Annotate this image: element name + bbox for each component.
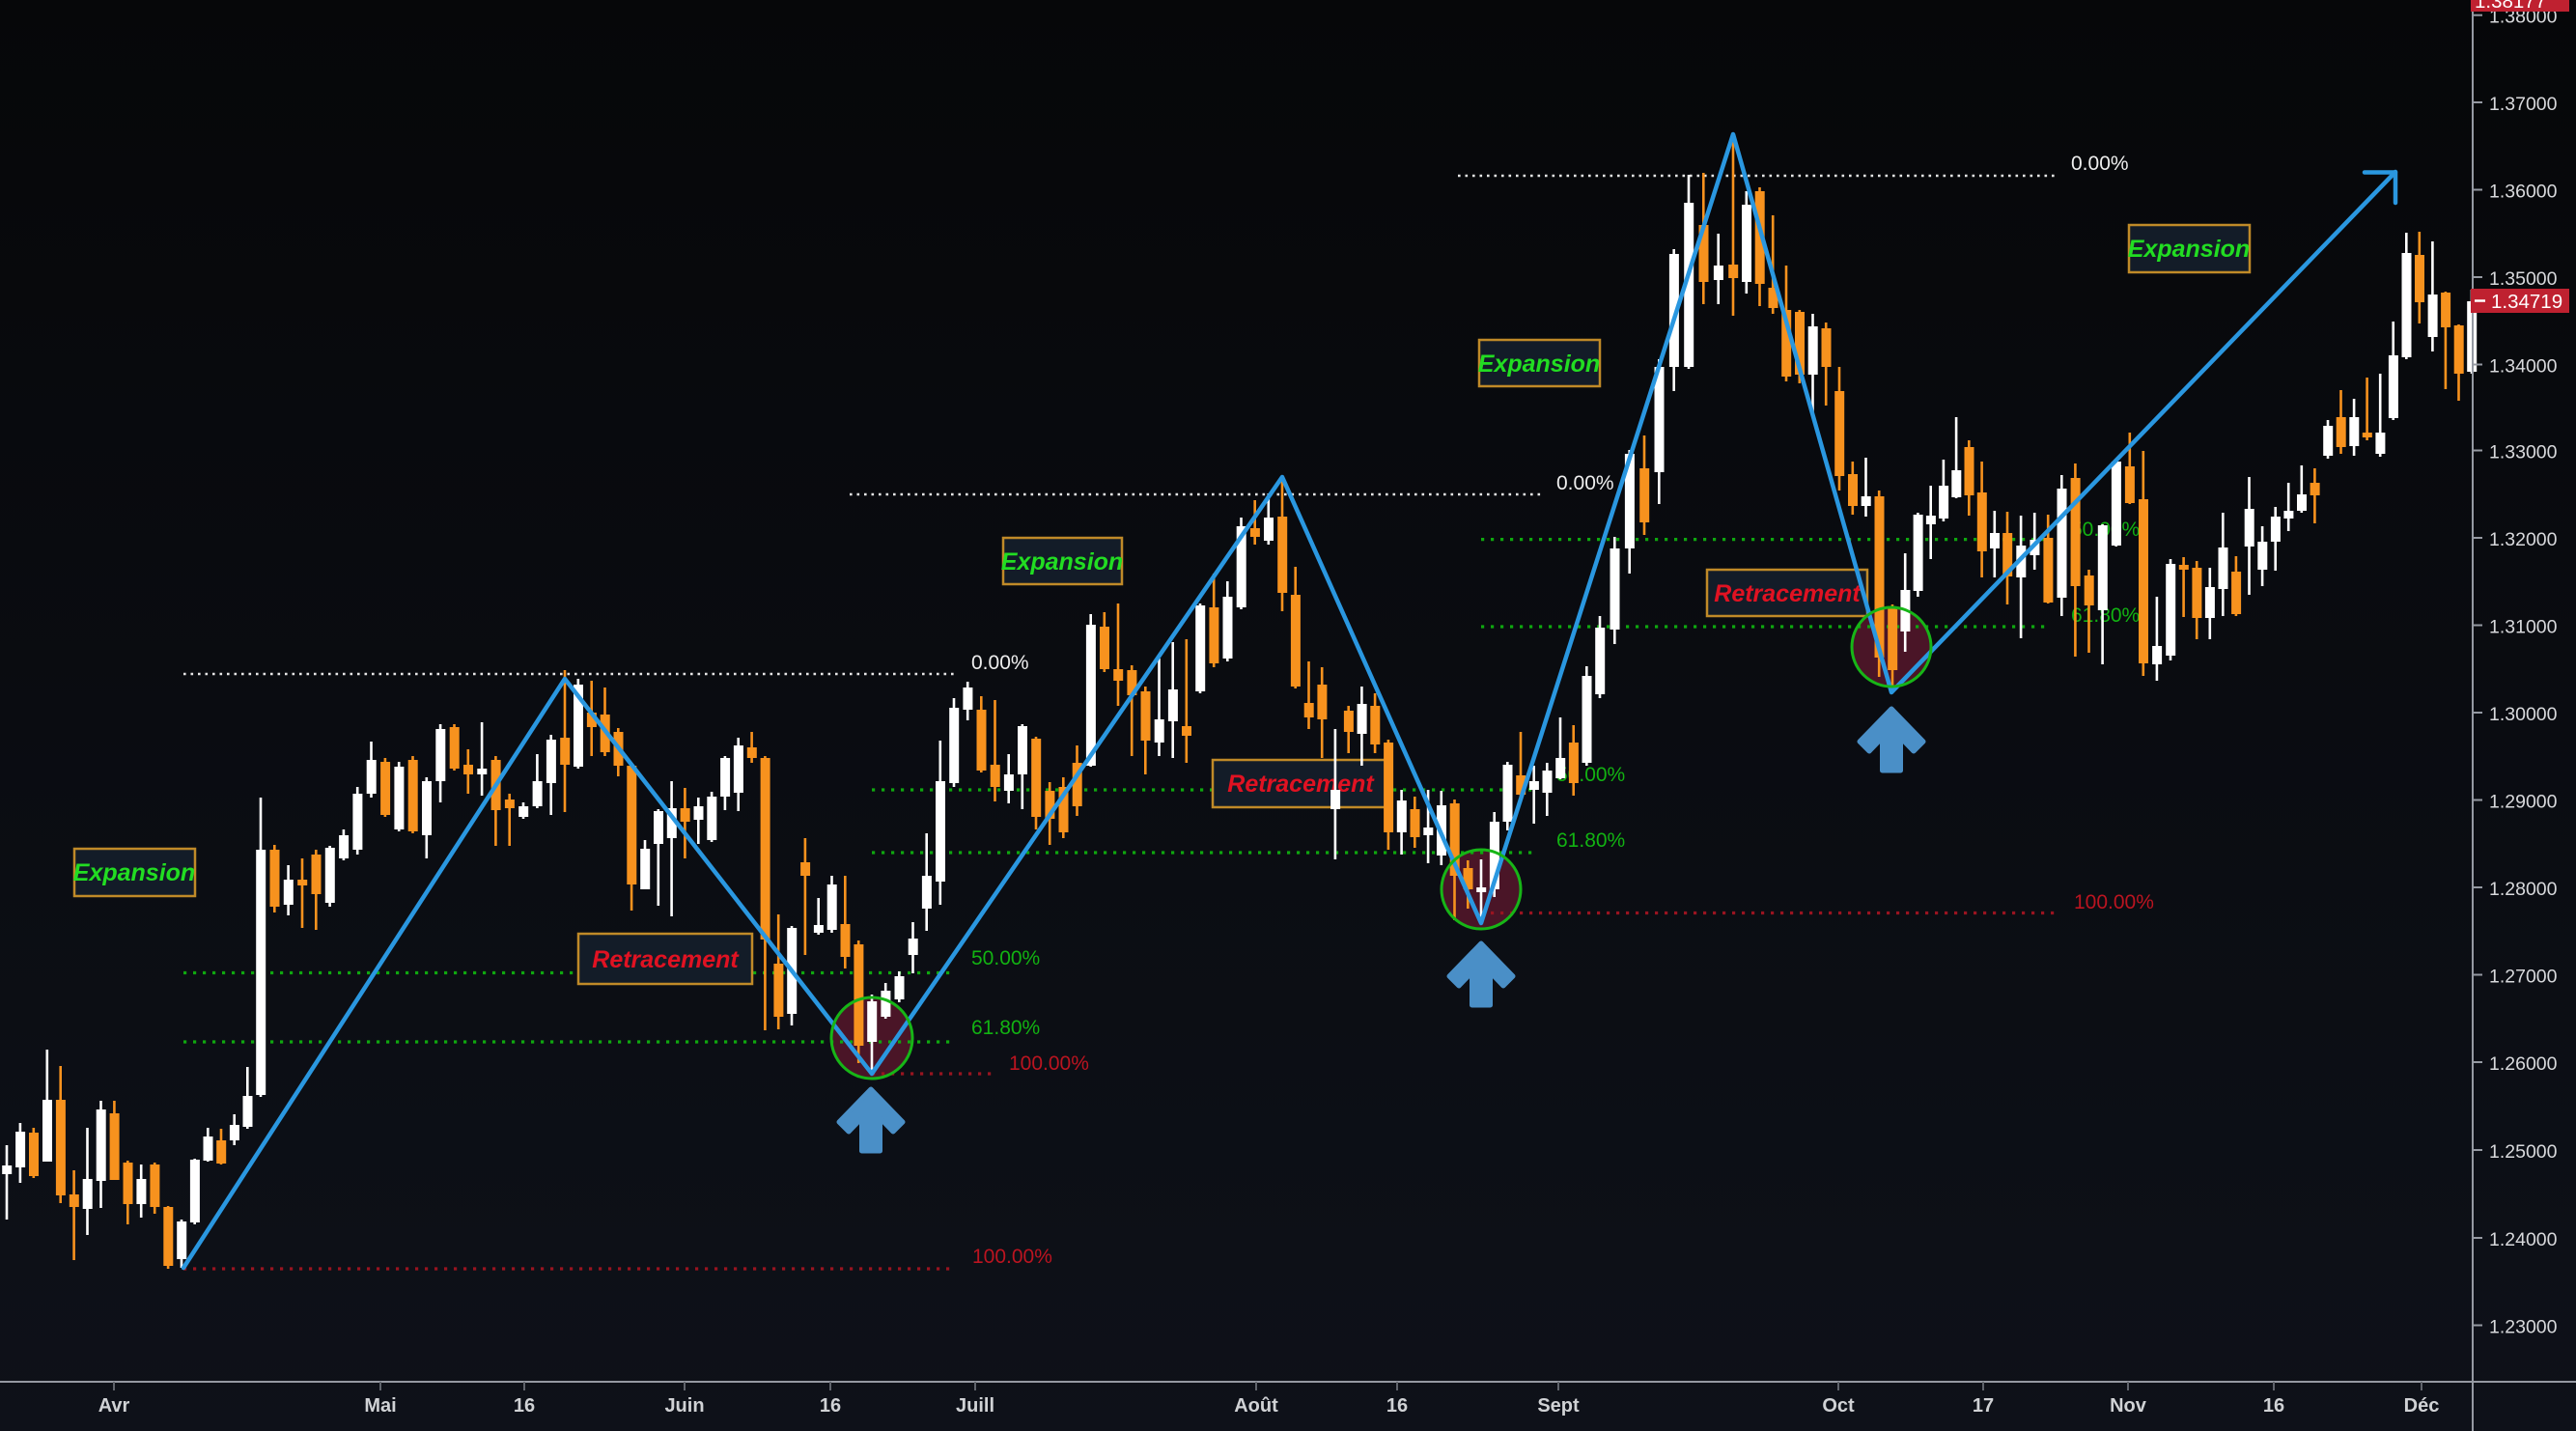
svg-text:1.26000: 1.26000 bbox=[2489, 1053, 2558, 1075]
svg-text:Juill: Juill bbox=[956, 1395, 994, 1417]
svg-text:1.38000: 1.38000 bbox=[2489, 7, 2558, 28]
svg-text:Oct: Oct bbox=[1822, 1395, 1855, 1417]
svg-text:16: 16 bbox=[1386, 1395, 1408, 1417]
svg-text:Expansion: Expansion bbox=[1478, 351, 1600, 378]
svg-text:Retracement: Retracement bbox=[1227, 771, 1375, 798]
svg-text:16: 16 bbox=[2263, 1395, 2284, 1417]
svg-text:1.29000: 1.29000 bbox=[2489, 792, 2558, 813]
svg-text:0.00%: 0.00% bbox=[971, 652, 1029, 674]
svg-text:1.28000: 1.28000 bbox=[2489, 879, 2558, 900]
svg-text:Nov: Nov bbox=[2110, 1395, 2147, 1417]
svg-text:100.00%: 100.00% bbox=[2074, 891, 2154, 913]
svg-text:61.80%: 61.80% bbox=[971, 1017, 1040, 1039]
svg-text:Juin: Juin bbox=[664, 1395, 704, 1417]
svg-text:1.32000: 1.32000 bbox=[2489, 529, 2558, 550]
svg-text:1.36000: 1.36000 bbox=[2489, 182, 2558, 203]
svg-text:Expansion: Expansion bbox=[73, 859, 195, 886]
svg-text:16: 16 bbox=[820, 1395, 841, 1417]
svg-text:0.00%: 0.00% bbox=[2071, 153, 2129, 175]
svg-text:50.00%: 50.00% bbox=[1556, 764, 1625, 786]
svg-text:100.00%: 100.00% bbox=[1009, 1052, 1089, 1075]
svg-text:Déc: Déc bbox=[2404, 1395, 2440, 1417]
svg-text:1.34000: 1.34000 bbox=[2489, 356, 2558, 378]
svg-text:0.00%: 0.00% bbox=[1556, 472, 1614, 494]
svg-text:16: 16 bbox=[514, 1395, 535, 1417]
svg-text:1.33000: 1.33000 bbox=[2489, 442, 2558, 463]
svg-text:Expansion: Expansion bbox=[2128, 236, 2250, 263]
svg-text:17: 17 bbox=[1973, 1395, 1994, 1417]
svg-text:Août: Août bbox=[1234, 1395, 1278, 1417]
svg-text:1.34719: 1.34719 bbox=[2491, 291, 2562, 313]
svg-text:Sept: Sept bbox=[1537, 1395, 1580, 1417]
svg-text:Retracement: Retracement bbox=[592, 946, 740, 973]
svg-text:Expansion: Expansion bbox=[1001, 548, 1123, 575]
svg-text:1.35000: 1.35000 bbox=[2489, 268, 2558, 290]
svg-text:Mai: Mai bbox=[364, 1395, 396, 1417]
svg-text:1.31000: 1.31000 bbox=[2489, 617, 2558, 638]
svg-text:1.25000: 1.25000 bbox=[2489, 1141, 2558, 1163]
svg-text:1.37000: 1.37000 bbox=[2489, 94, 2558, 115]
svg-text:1.23000: 1.23000 bbox=[2489, 1317, 2558, 1338]
svg-text:61.80%: 61.80% bbox=[1556, 829, 1625, 852]
svg-text:Avr: Avr bbox=[98, 1395, 130, 1417]
svg-text:100.00%: 100.00% bbox=[972, 1246, 1052, 1268]
svg-text:Retracement: Retracement bbox=[1714, 580, 1862, 607]
svg-text:50.00%: 50.00% bbox=[971, 947, 1040, 969]
svg-text:1.24000: 1.24000 bbox=[2489, 1229, 2558, 1250]
svg-text:1.30000: 1.30000 bbox=[2489, 704, 2558, 725]
svg-text:1.27000: 1.27000 bbox=[2489, 967, 2558, 988]
svg-text:1.38177: 1.38177 bbox=[2475, 0, 2546, 13]
